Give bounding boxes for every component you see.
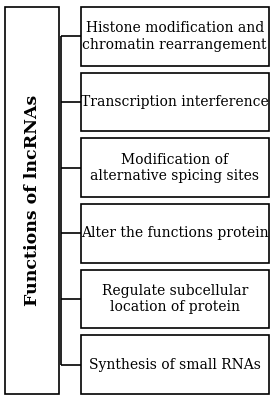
Text: Functions of lncRNAs: Functions of lncRNAs bbox=[23, 95, 41, 306]
Bar bbox=[81, 204, 269, 263]
Text: Regulate subcellular
location of protein: Regulate subcellular location of protein bbox=[102, 284, 248, 314]
Text: Histone modification and
chromatin rearrangement: Histone modification and chromatin rearr… bbox=[82, 21, 267, 51]
Text: Transcription interference: Transcription interference bbox=[81, 95, 269, 109]
Bar bbox=[81, 335, 269, 394]
Text: Alter the functions protein: Alter the functions protein bbox=[81, 226, 269, 240]
Bar bbox=[81, 270, 269, 328]
Bar bbox=[81, 7, 269, 66]
Text: Modification of
alternative spicing sites: Modification of alternative spicing site… bbox=[90, 153, 259, 183]
Bar bbox=[81, 73, 269, 131]
Bar bbox=[81, 138, 269, 197]
Text: Synthesis of small RNAs: Synthesis of small RNAs bbox=[89, 358, 261, 372]
Bar bbox=[5, 7, 59, 394]
